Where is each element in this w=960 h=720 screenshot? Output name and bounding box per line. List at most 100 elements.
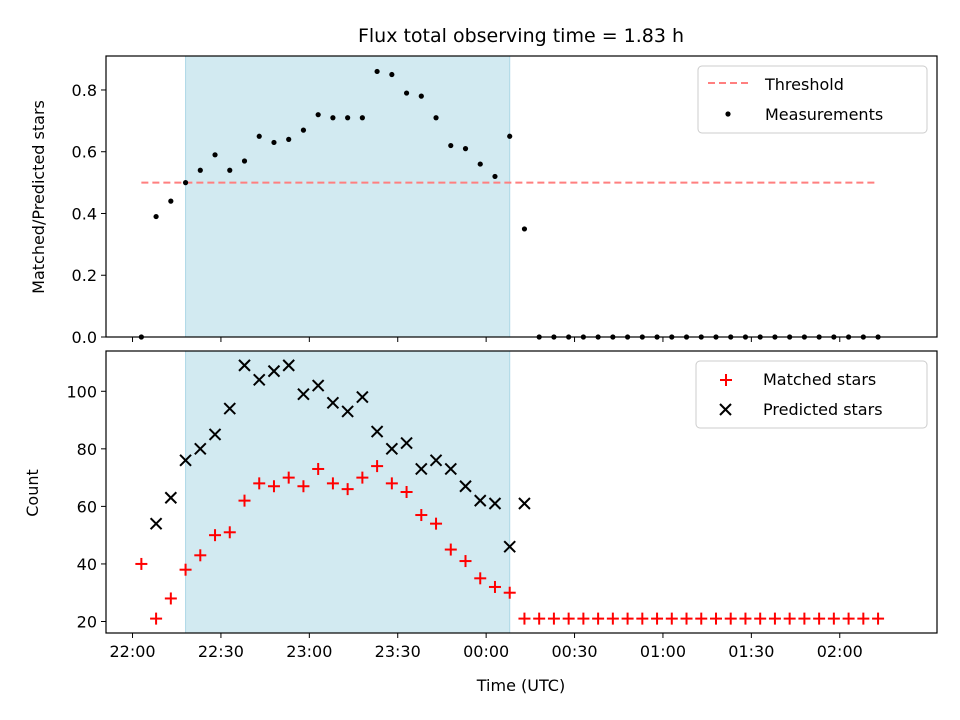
predicted-star-point [400, 436, 413, 450]
matched-star-point [665, 612, 678, 625]
x-axis-label: Time (UTC) [476, 676, 565, 695]
predicted-star-point [253, 373, 266, 386]
matched-star-point [135, 557, 148, 570]
matched-star-point [857, 612, 870, 625]
predicted-star-point [474, 494, 487, 507]
bottom-panel: 20 40 60 80 100 22:00 22:30 23:00 23:30 00:00 00:… [23, 350, 938, 695]
matched-star-point [297, 480, 310, 493]
measurement-point [256, 133, 262, 139]
measurement-point [359, 115, 365, 121]
matched-star-point [474, 572, 487, 585]
matched-star-point [813, 612, 826, 625]
matched-star-point [798, 612, 811, 625]
chart-title: Flux total observing time = 1.83 h [358, 25, 684, 47]
top-y-tick-label: 0.0 [72, 328, 97, 347]
measurement-point [271, 139, 277, 146]
measurement-point [168, 198, 174, 204]
matched-star-point [606, 612, 619, 625]
measurement-point [345, 115, 351, 121]
matched-star-point [768, 612, 781, 625]
bottom-legend-box [695, 360, 928, 429]
predicted-star-point [385, 442, 399, 456]
matched-star-point [872, 612, 885, 625]
measurement-point [227, 167, 233, 173]
top-axes-frame [105, 55, 938, 338]
measurement-point [153, 213, 159, 220]
matched-star-point [695, 612, 708, 625]
matched-star-point [150, 612, 163, 625]
measurement-point [197, 167, 203, 173]
measurement-point [477, 161, 483, 167]
matched-star-point [827, 612, 840, 625]
predicted-star-point [429, 454, 443, 467]
measurement-point [462, 146, 469, 152]
measurement-point [521, 226, 528, 232]
top-y-tick-label: 0.4 [72, 204, 97, 223]
matched-star-point [385, 477, 398, 490]
matched-star-point [651, 612, 664, 625]
bottom-y-tick-label: 20 [77, 612, 97, 631]
bottom-y-tick-label: 100 [66, 382, 97, 401]
predicted-star-point [341, 405, 354, 418]
bottom-x-tick-label: 22:00 [109, 642, 155, 661]
measurement-point [286, 136, 292, 142]
top-y-axis-label: Matched/Predicted stars [29, 100, 48, 294]
legend-measurements-label: Measurements [765, 105, 883, 124]
matched-star-point [164, 592, 177, 605]
measurement-point [389, 71, 395, 78]
legend-predicted-swatch [719, 403, 732, 416]
predicted-star-point [267, 364, 281, 378]
matched-star-point [577, 612, 590, 625]
top-y-tick-label: 0.2 [72, 266, 97, 285]
predicted-star-point [415, 462, 428, 476]
legend-matched-label: Matched stars [763, 370, 876, 389]
predicted-star-point [459, 480, 472, 493]
matched-star-point [238, 494, 251, 507]
legend-matched-swatch [720, 374, 732, 386]
predicted-star-point [503, 540, 516, 553]
matched-star-point [267, 480, 280, 493]
matched-star-point [179, 563, 192, 576]
predicted-star-point [238, 359, 251, 372]
matched-star-point [371, 460, 384, 473]
measurement-point [374, 68, 380, 75]
matched-star-point [459, 555, 472, 568]
matched-star-point [783, 612, 796, 625]
predicted-star-point [194, 442, 207, 456]
bottom-x-tick-label: 23:00 [286, 642, 332, 661]
measurement-point [418, 93, 424, 99]
measurement-point [492, 173, 498, 180]
predicted-star-point [356, 390, 369, 404]
bottom-x-tick-label: 23:30 [375, 642, 421, 661]
matched-star-point [709, 612, 722, 625]
matched-star-point [754, 612, 767, 625]
matched-star-point [842, 612, 855, 625]
matched-star-point [739, 612, 752, 625]
predicted-star-point [164, 491, 178, 504]
measurement-point [212, 152, 218, 158]
matched-star-point [415, 509, 428, 522]
measurement-point [403, 90, 410, 96]
measurement-point [507, 133, 513, 139]
matched-star-point [444, 543, 457, 556]
predicted-star-point [370, 425, 384, 438]
bottom-y-tick-label: 40 [77, 555, 97, 574]
matched-star-point [562, 612, 575, 625]
predicted-star-point [223, 402, 236, 415]
measurement-point [330, 115, 336, 121]
measurement-point [315, 112, 321, 118]
measurement-point [300, 127, 307, 133]
predicted-star-point [311, 379, 325, 392]
predicted-star-point [518, 497, 531, 510]
matched-star-point [533, 612, 546, 625]
predicted-star-point [149, 517, 163, 530]
bottom-x-tick-label: 01:30 [728, 642, 774, 661]
bottom-x-tick-label: 00:30 [551, 642, 597, 661]
matched-star-point [680, 612, 693, 625]
matched-star-point [430, 517, 443, 530]
matched-star-point [592, 612, 605, 625]
top-y-tick-label: 0.6 [72, 143, 97, 162]
matched-star-point [724, 612, 737, 625]
predicted-star-point [282, 359, 295, 372]
predicted-star-point [208, 428, 222, 441]
